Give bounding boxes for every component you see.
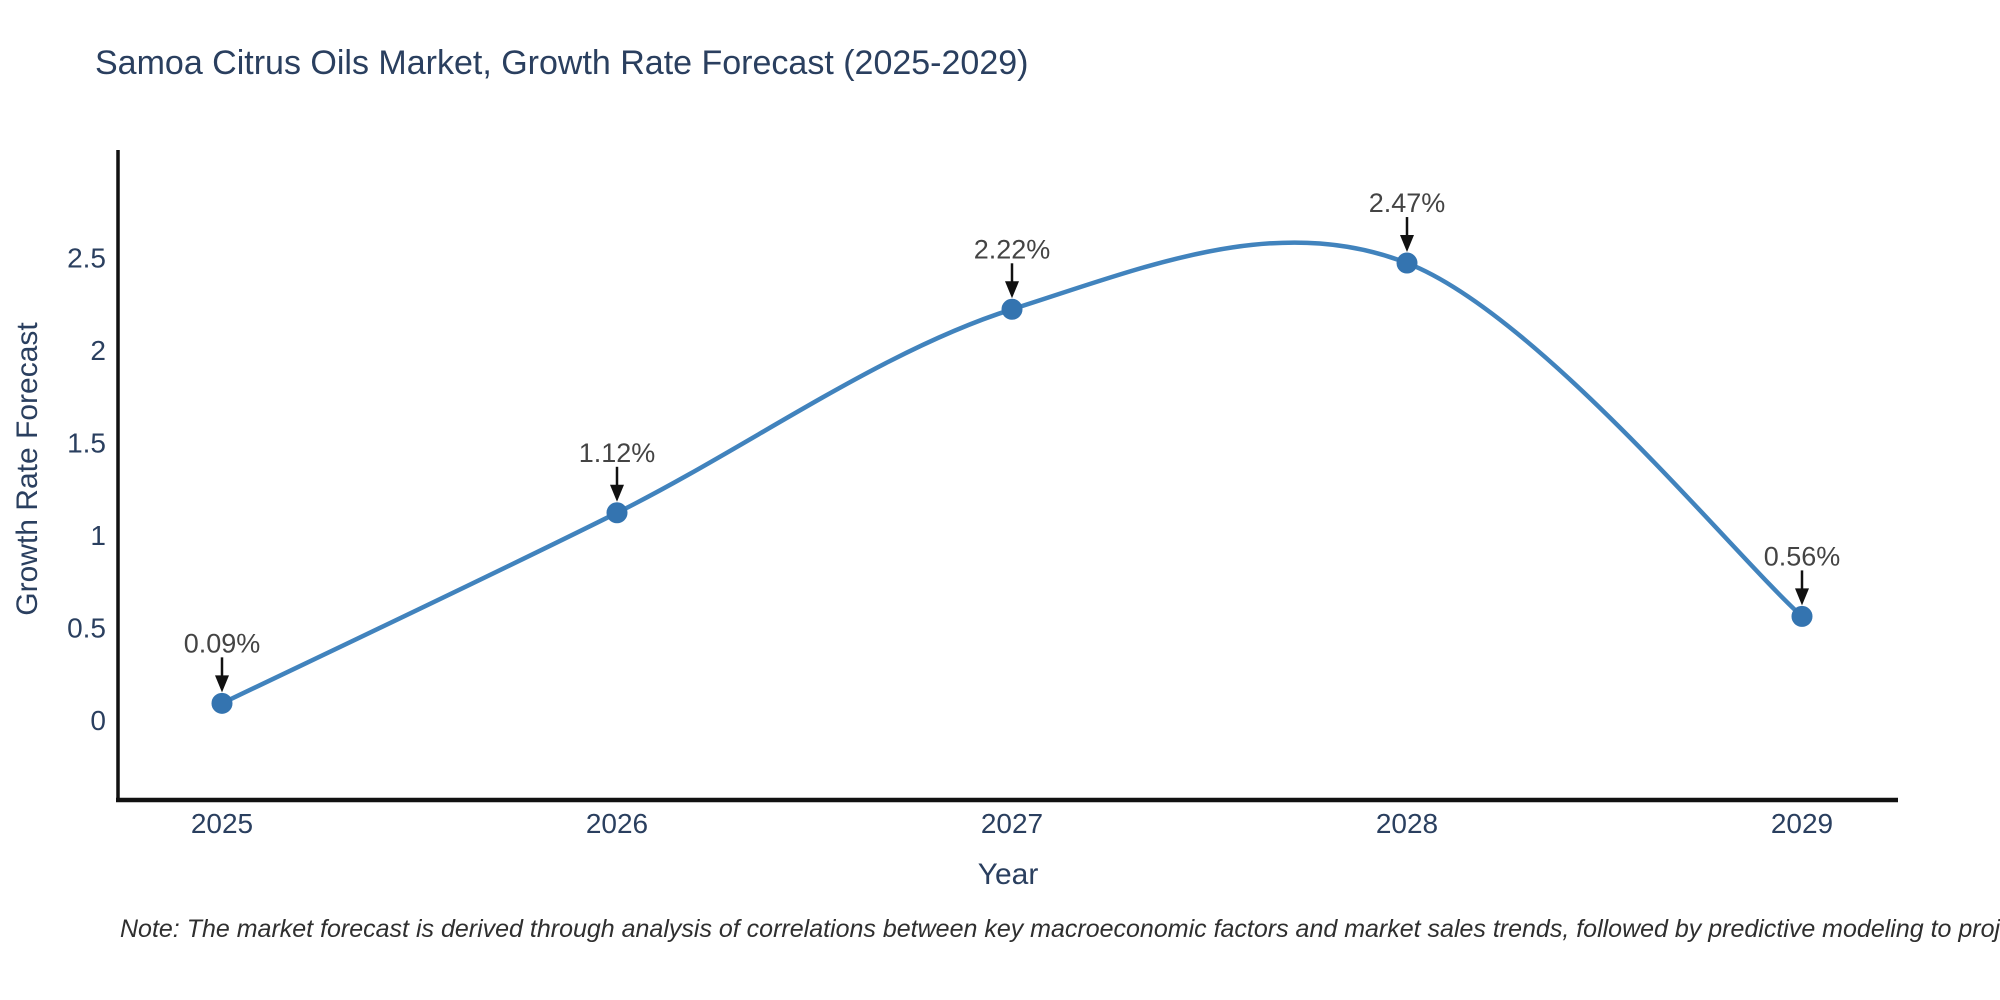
annotation-arrowhead-icon (215, 675, 229, 693)
chart-title: Samoa Citrus Oils Market, Growth Rate Fo… (95, 44, 1029, 82)
point-value-label: 0.56% (1764, 541, 1841, 571)
y-tick-label: 2 (90, 335, 106, 366)
point-value-label: 2.47% (1369, 188, 1446, 218)
y-tick-label: 2.5 (67, 243, 106, 274)
data-point-2027[interactable] (1001, 298, 1023, 320)
annotation-arrowhead-icon (1400, 235, 1414, 253)
point-value-label: 0.09% (184, 628, 261, 658)
annotation-arrowhead-icon (1795, 588, 1809, 606)
x-tick-label: 2027 (981, 808, 1043, 839)
data-point-2025[interactable] (211, 692, 233, 714)
point-value-label: 1.12% (579, 438, 656, 468)
data-point-2028[interactable] (1396, 252, 1418, 274)
x-tick-label: 2029 (1771, 808, 1833, 839)
x-tick-label: 2026 (586, 808, 648, 839)
annotation-arrows (215, 217, 1809, 693)
annotation-arrowhead-icon (610, 484, 624, 502)
x-tick-label: 2025 (191, 808, 253, 839)
x-axis-title: Year (977, 858, 1039, 891)
y-axis-tick-labels: 0 0.5 1 1.5 2 2.5 (67, 243, 106, 737)
x-tick-label: 2028 (1376, 808, 1438, 839)
x-axis-tick-labels: 2025 2026 2027 2028 2029 (191, 808, 1833, 839)
y-tick-label: 1.5 (67, 428, 106, 459)
data-point-2029[interactable] (1791, 605, 1813, 627)
point-value-label: 2.22% (974, 234, 1051, 264)
annotation-arrowhead-icon (1005, 281, 1019, 299)
y-tick-label: 0 (90, 705, 106, 736)
y-tick-label: 0.5 (67, 613, 106, 644)
data-point-2026[interactable] (606, 502, 628, 524)
annotation-labels: 0.09% 1.12% 2.22% 2.47% 0.56% (184, 188, 1841, 658)
y-tick-label: 1 (90, 520, 106, 551)
data-point-markers (211, 252, 1813, 714)
chart-footnote: Note: The market forecast is derived thr… (120, 915, 2000, 943)
